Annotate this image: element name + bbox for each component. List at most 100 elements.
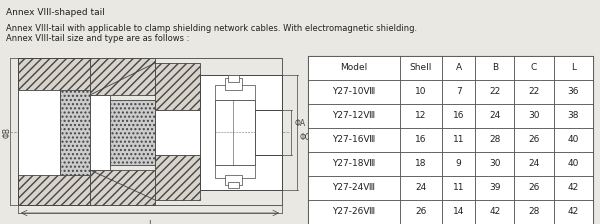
Text: 9: 9 <box>456 159 461 168</box>
Text: 11: 11 <box>453 136 464 144</box>
Bar <box>442 56 475 80</box>
Text: 24: 24 <box>529 159 539 168</box>
Bar <box>155 63 200 110</box>
Bar <box>400 80 442 104</box>
Text: 26: 26 <box>415 207 427 217</box>
Text: 30: 30 <box>528 112 540 121</box>
Text: ΦC: ΦC <box>300 133 311 142</box>
Bar <box>215 85 255 100</box>
Bar <box>554 104 593 128</box>
Text: Model: Model <box>340 63 367 73</box>
Bar <box>514 56 554 80</box>
Text: 18: 18 <box>415 159 427 168</box>
Text: 26: 26 <box>529 183 540 192</box>
Text: 26: 26 <box>529 136 540 144</box>
Bar <box>400 176 442 200</box>
Bar <box>554 200 593 224</box>
Text: ΦB: ΦB <box>2 127 11 138</box>
Text: Y27-24Ⅷ: Y27-24Ⅷ <box>332 183 376 192</box>
Text: Y27-12Ⅷ: Y27-12Ⅷ <box>332 112 376 121</box>
Bar <box>18 58 282 205</box>
Text: 10: 10 <box>415 88 427 97</box>
Bar <box>90 58 155 95</box>
Bar <box>514 80 554 104</box>
Text: 36: 36 <box>568 88 579 97</box>
Text: A: A <box>455 63 462 73</box>
Bar <box>475 152 514 176</box>
Text: 7: 7 <box>456 88 461 97</box>
Text: 38: 38 <box>568 112 579 121</box>
Bar <box>475 56 514 80</box>
Bar <box>475 200 514 224</box>
Text: 11: 11 <box>453 183 464 192</box>
Text: 42: 42 <box>568 207 579 217</box>
Text: 14: 14 <box>453 207 464 217</box>
Bar <box>308 56 593 224</box>
Bar <box>90 95 110 170</box>
Text: 24: 24 <box>415 183 427 192</box>
Text: 24: 24 <box>489 112 500 121</box>
Text: ΦA: ΦA <box>295 119 306 129</box>
Bar <box>308 80 400 104</box>
Text: 22: 22 <box>489 88 500 97</box>
Bar <box>554 80 593 104</box>
Bar <box>442 80 475 104</box>
Bar <box>155 155 200 200</box>
Bar <box>514 152 554 176</box>
Bar <box>514 128 554 152</box>
Bar <box>155 110 200 155</box>
Bar <box>442 176 475 200</box>
Bar <box>514 200 554 224</box>
Bar <box>308 56 400 80</box>
Bar <box>225 78 242 90</box>
Bar <box>308 128 400 152</box>
Bar <box>400 200 442 224</box>
Bar <box>308 104 400 128</box>
Text: Shell: Shell <box>410 63 432 73</box>
Text: 12: 12 <box>415 112 427 121</box>
Bar <box>18 90 60 175</box>
Bar <box>442 128 475 152</box>
Bar <box>554 152 593 176</box>
Bar <box>514 176 554 200</box>
Bar <box>308 176 400 200</box>
Bar <box>554 176 593 200</box>
Text: Y27-16Ⅷ: Y27-16Ⅷ <box>332 136 376 144</box>
Bar <box>442 104 475 128</box>
Text: L: L <box>148 220 152 224</box>
Text: 42: 42 <box>489 207 500 217</box>
Text: 30: 30 <box>489 159 500 168</box>
Text: 42: 42 <box>568 183 579 192</box>
Text: 16: 16 <box>453 112 464 121</box>
Text: 40: 40 <box>568 159 579 168</box>
Text: B: B <box>491 63 498 73</box>
Bar <box>308 152 400 176</box>
Bar <box>475 104 514 128</box>
Text: Annex VIII-tail with applicable to clamp shielding network cables. With electrom: Annex VIII-tail with applicable to clamp… <box>6 24 417 33</box>
Bar <box>228 182 239 188</box>
Text: Annex VIII-tail size and type are as follows :: Annex VIII-tail size and type are as fol… <box>6 34 190 43</box>
Bar <box>400 104 442 128</box>
Bar <box>442 152 475 176</box>
Text: Annex VIII-shaped tail: Annex VIII-shaped tail <box>6 8 105 17</box>
Text: 16: 16 <box>415 136 427 144</box>
Bar <box>400 128 442 152</box>
Bar <box>554 56 593 80</box>
Bar <box>110 100 155 165</box>
Text: Y27-10Ⅷ: Y27-10Ⅷ <box>332 88 376 97</box>
Text: Y27-26Ⅷ: Y27-26Ⅷ <box>332 207 376 217</box>
Bar <box>475 80 514 104</box>
Text: 39: 39 <box>489 183 500 192</box>
Text: 40: 40 <box>568 136 579 144</box>
Bar <box>215 165 255 178</box>
Bar <box>514 104 554 128</box>
Bar <box>400 56 442 80</box>
Bar <box>554 128 593 152</box>
Bar <box>60 90 90 175</box>
Text: 28: 28 <box>529 207 540 217</box>
Text: 22: 22 <box>529 88 539 97</box>
Bar <box>475 176 514 200</box>
Bar <box>228 75 239 82</box>
Bar <box>200 75 282 190</box>
Bar <box>215 100 255 165</box>
